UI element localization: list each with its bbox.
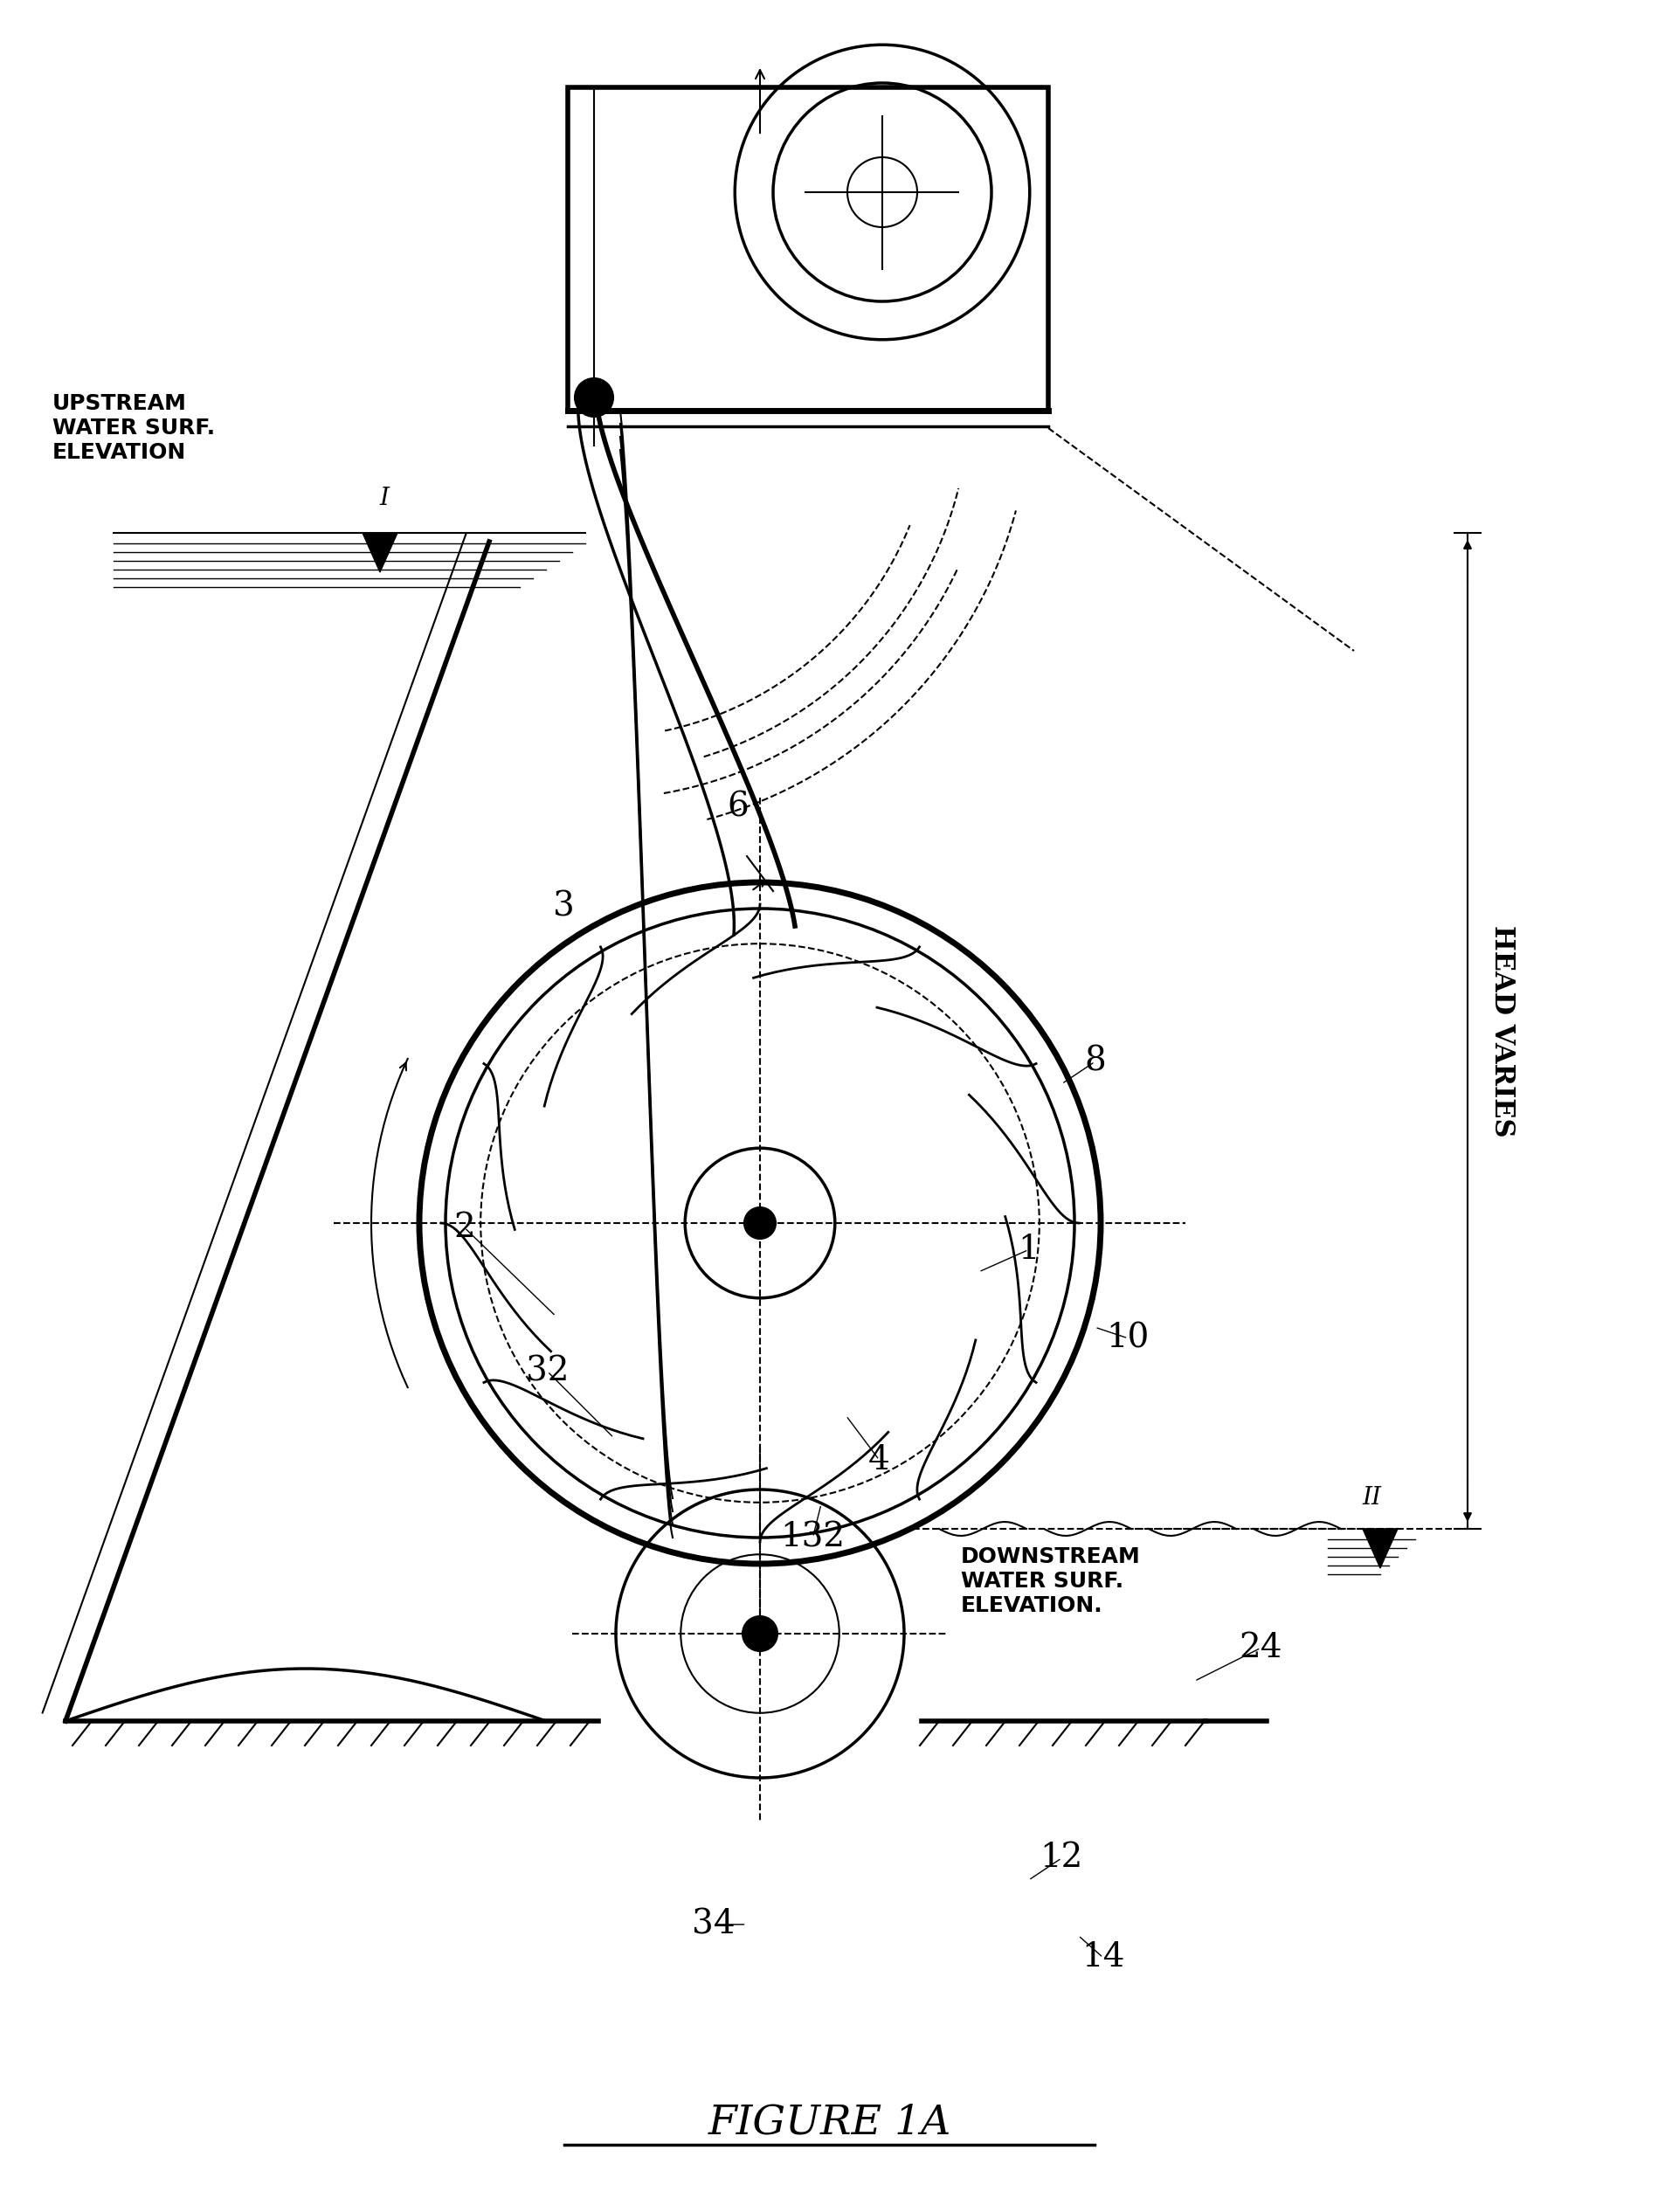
Text: 4: 4 bbox=[867, 1444, 890, 1475]
Circle shape bbox=[744, 1208, 776, 1239]
Polygon shape bbox=[1361, 1528, 1398, 1568]
Text: FIGURE 1A: FIGURE 1A bbox=[708, 2104, 950, 2143]
Polygon shape bbox=[363, 533, 398, 573]
Text: 34: 34 bbox=[691, 1909, 734, 1940]
Text: 8: 8 bbox=[1083, 1046, 1106, 1077]
Text: 132: 132 bbox=[779, 1522, 846, 1553]
Text: DOWNSTREAM
WATER SURF.
ELEVATION.: DOWNSTREAM WATER SURF. ELEVATION. bbox=[960, 1546, 1141, 1615]
Text: UPSTREAM
WATER SURF.
ELEVATION: UPSTREAM WATER SURF. ELEVATION bbox=[53, 394, 216, 462]
Text: 32: 32 bbox=[526, 1356, 569, 1387]
Text: I: I bbox=[380, 487, 390, 509]
Circle shape bbox=[574, 378, 613, 416]
Text: 2: 2 bbox=[453, 1212, 476, 1243]
Text: HEAD VARIES: HEAD VARIES bbox=[1489, 925, 1515, 1137]
Text: 24: 24 bbox=[1239, 1632, 1282, 1663]
Circle shape bbox=[587, 392, 600, 403]
Text: 14: 14 bbox=[1081, 1942, 1124, 1973]
Bar bbox=[567, 86, 1048, 411]
Circle shape bbox=[743, 1617, 778, 1650]
Text: 10: 10 bbox=[1106, 1323, 1149, 1354]
Text: 1: 1 bbox=[1018, 1234, 1038, 1265]
Text: 6: 6 bbox=[726, 792, 749, 823]
Text: II: II bbox=[1361, 1486, 1381, 1511]
Text: 3: 3 bbox=[552, 891, 575, 922]
Text: 12: 12 bbox=[1040, 1843, 1083, 1874]
